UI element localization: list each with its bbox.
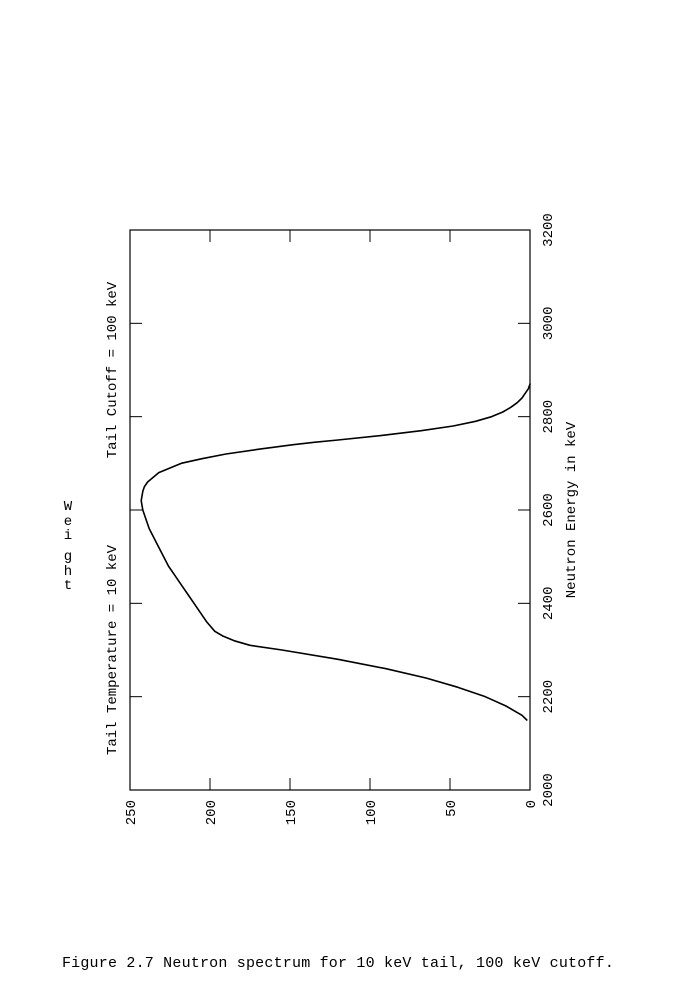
chart-title-left: Tail Temperature = 10 keV: [105, 544, 121, 755]
chart: 2000 2200 2400 2600 2800 3000 3200 0 50 100 150 200…: [90, 210, 590, 850]
chart-title-right: Tail Cutoff = 100 keV: [105, 281, 121, 458]
y-axis-label: Weight: [60, 500, 76, 594]
y-tick-label: 250: [124, 800, 140, 825]
x-tick-label: 2400: [541, 587, 557, 621]
y-tick-label: 50: [444, 800, 460, 817]
x-tick-label: 2200: [541, 680, 557, 714]
y-tick-label: 100: [364, 800, 380, 825]
y-tick-label: 150: [284, 800, 300, 825]
x-axis-label: Neutron Energy in keV: [564, 421, 580, 598]
x-tick-label: 2600: [541, 493, 557, 527]
x-tick-label: 3000: [541, 307, 557, 341]
x-tick-label: 2000: [541, 773, 557, 807]
x-tick-label: 3200: [541, 213, 557, 247]
y-tick-label: 200: [204, 800, 220, 825]
x-tick-label: 2800: [541, 400, 557, 434]
spectrum-line: [141, 384, 530, 720]
figure-caption: Figure 2.7 Neutron spectrum for 10 keV t…: [0, 955, 676, 972]
y-tick-label: 0: [524, 800, 540, 808]
